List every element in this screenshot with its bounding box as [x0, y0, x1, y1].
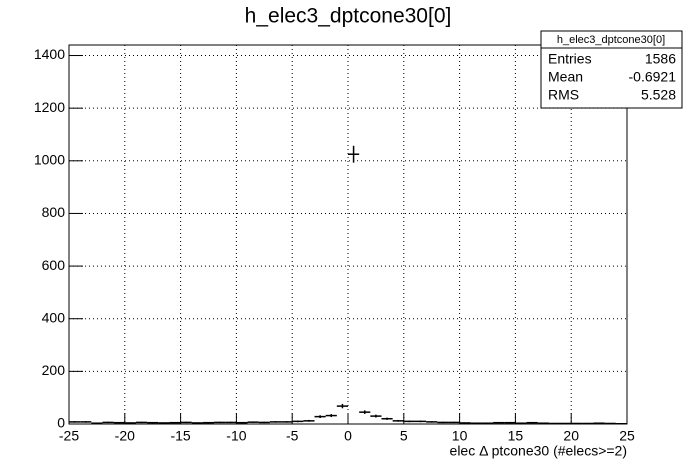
- y-tick-label: 1400: [34, 46, 65, 62]
- y-tick-label: 200: [42, 362, 66, 378]
- y-tick-label: 0: [57, 415, 65, 431]
- x-tick-label: -5: [286, 428, 299, 444]
- bin-marker: [80, 421, 92, 423]
- bin-marker: [202, 421, 215, 424]
- bin-marker: [504, 421, 516, 424]
- bin-marker: [135, 421, 148, 424]
- bin-marker: [169, 421, 181, 424]
- bin-marker: [303, 419, 315, 422]
- bin-marker: [493, 421, 505, 424]
- bin-marker: [526, 421, 538, 424]
- bin-marker: [426, 421, 438, 423]
- bin-marker: [269, 421, 282, 423]
- bin-marker: [437, 421, 449, 424]
- bin-marker: [236, 421, 248, 424]
- bin-marker: [247, 421, 259, 423]
- bin-marker: [281, 421, 293, 423]
- stats-title: h_elec3_dptcone30[0]: [557, 34, 665, 46]
- x-tick-label: -10: [226, 428, 246, 444]
- bin-marker: [258, 421, 270, 424]
- x-tick-label: 15: [508, 428, 524, 444]
- y-tick-label: 400: [42, 309, 66, 325]
- x-tick-label: 5: [400, 428, 408, 444]
- x-tick-label: -20: [115, 428, 135, 444]
- x-tick-label: -25: [59, 428, 79, 444]
- stats-label: Entries: [548, 51, 592, 67]
- stats-label: Mean: [548, 69, 583, 85]
- bin-marker: [69, 421, 81, 423]
- x-axis-label: elec Δ ptcone30 (#elecs>=2): [450, 443, 627, 459]
- bin-marker: [113, 421, 125, 424]
- chart-title: h_elec3_dptcone30[0]: [245, 5, 452, 28]
- stats-frame: [540, 30, 683, 109]
- stats-label: RMS: [548, 87, 579, 103]
- bin-marker: [292, 420, 304, 423]
- x-tick-label: -15: [170, 428, 190, 444]
- y-tick-label: 800: [42, 204, 66, 220]
- y-tick-label: 600: [42, 257, 66, 273]
- bin-marker: [348, 145, 360, 163]
- stats-box: h_elec3_dptcone30[0] Entries 1586 Mean -…: [540, 30, 683, 109]
- bin-marker: [459, 422, 471, 424]
- x-tick-label: 25: [619, 428, 635, 444]
- bin-marker: [314, 415, 326, 419]
- bin-marker: [225, 421, 237, 424]
- stats-value: 1586: [645, 51, 676, 67]
- x-tick-label: 20: [563, 428, 579, 444]
- plot-area: 0 200 400 600 800 1000 1200 1400 -25 -20 -15 -10 -5 0…: [34, 45, 635, 444]
- bin-marker: [381, 417, 393, 420]
- bin-marker: [158, 422, 170, 424]
- bin-marker: [102, 421, 114, 424]
- y-tick-label: 1000: [34, 152, 65, 168]
- frame: [68, 44, 628, 425]
- bin-marker: [214, 421, 226, 424]
- bin-marker: [359, 410, 371, 414]
- bin-marker: [124, 422, 136, 424]
- bin-marker: [392, 419, 404, 422]
- bin-marker: [147, 421, 159, 424]
- x-tick-label: 0: [344, 428, 352, 444]
- stats-value: 5.528: [641, 87, 676, 103]
- bin-marker: [448, 421, 460, 424]
- bin-marker: [336, 403, 348, 409]
- bin-marker: [403, 420, 415, 423]
- y-tick-label: 1200: [34, 99, 65, 115]
- bin-marker: [325, 414, 337, 418]
- stats-value: -0.6921: [629, 69, 677, 85]
- bin-marker: [370, 414, 382, 418]
- bin-marker: [180, 421, 192, 424]
- bin-marker: [414, 420, 427, 423]
- x-tick-label: 10: [452, 428, 468, 444]
- bin-marker: [191, 422, 203, 424]
